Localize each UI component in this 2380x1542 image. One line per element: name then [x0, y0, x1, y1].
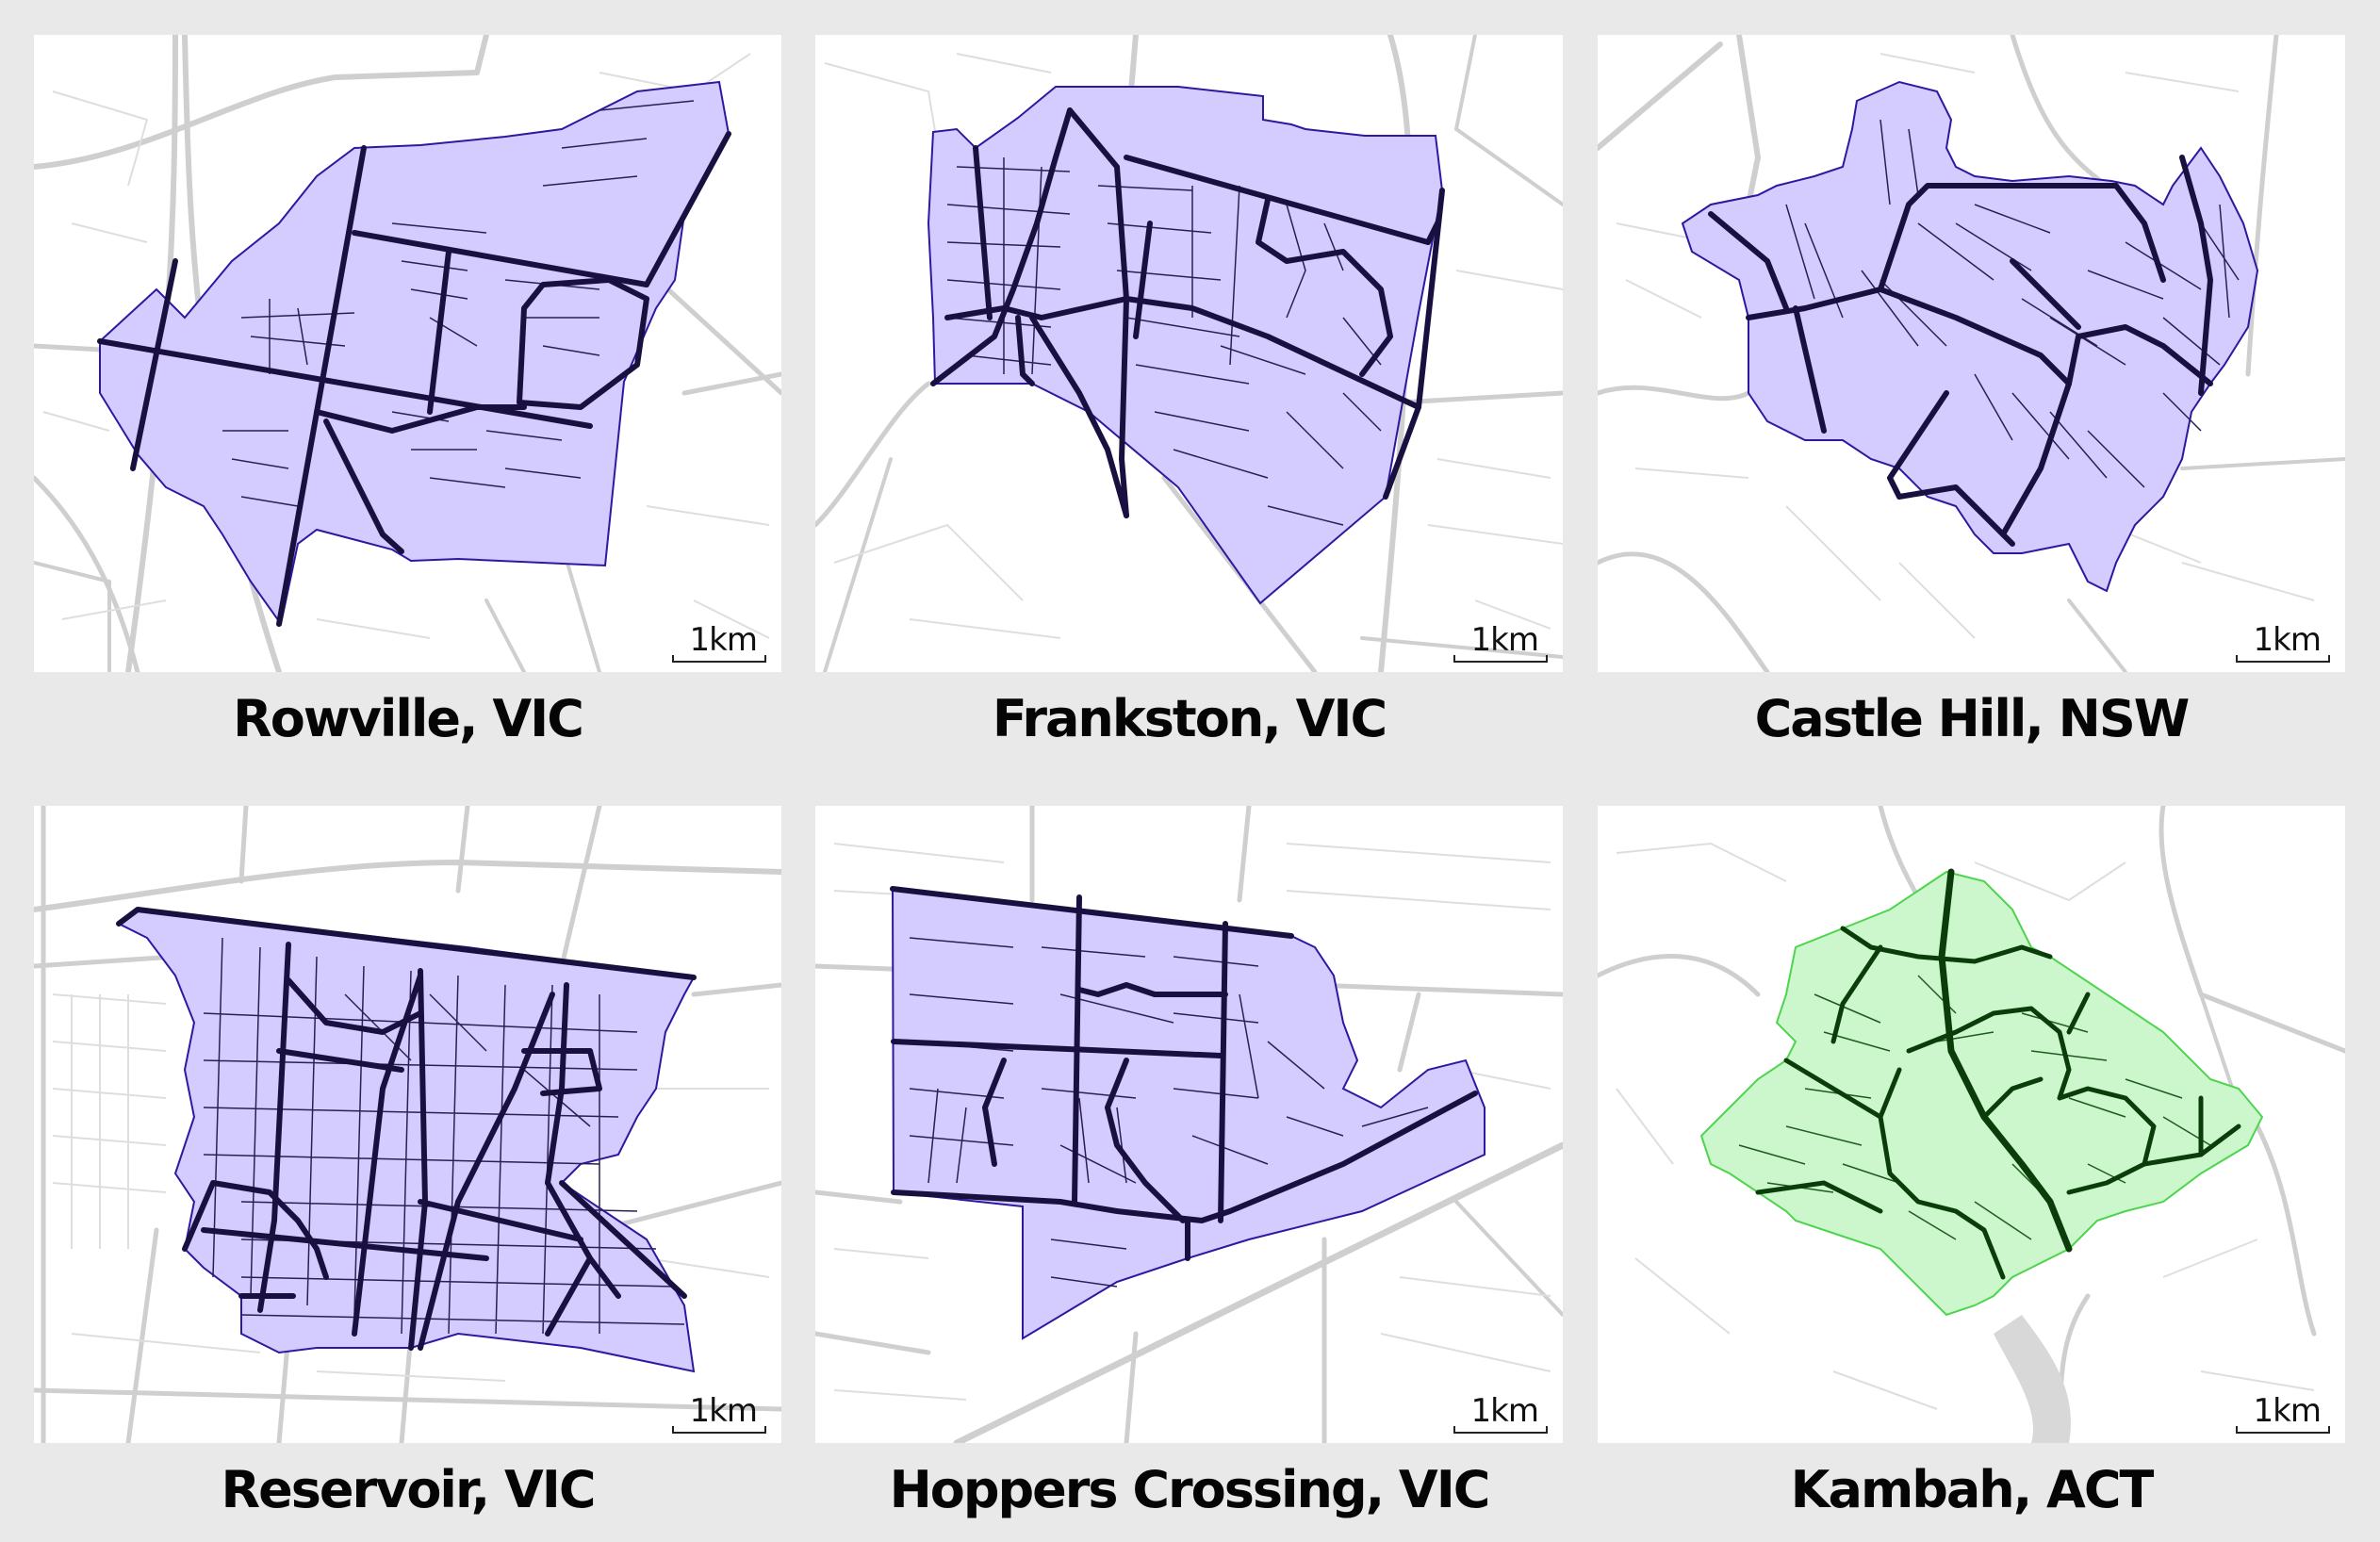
rowville-main-roads	[97, 131, 731, 627]
background-roads	[1598, 35, 2345, 672]
scale-bar: 1km	[672, 623, 766, 663]
kambah-boundary	[1699, 870, 2264, 1317]
scale-label: 1km	[2253, 621, 2322, 659]
map-panel-frankston: 1km	[815, 35, 1563, 672]
kambah-secondary-roads	[1755, 926, 2241, 1280]
scale-label: 1km	[689, 1392, 758, 1430]
map-caption: Hoppers Crossing, VIC	[889, 1460, 1491, 1519]
map-caption: Castle Hill, NSW	[1754, 689, 2191, 748]
scale-bar-line	[2236, 655, 2330, 663]
hoppers-crossing-main-roads	[890, 886, 1478, 1261]
scale-label: 1km	[2253, 1392, 2322, 1430]
scale-bar-line	[2236, 1426, 2330, 1434]
hoppers-crossing-boundary	[891, 887, 1485, 1340]
scale-label: 1km	[1470, 621, 1539, 659]
scale-label: 1km	[1470, 1392, 1539, 1430]
scale-bar: 1km	[2236, 1394, 2330, 1434]
map-panel-kambah: 1km	[1598, 806, 2345, 1443]
reservoir-map	[34, 806, 781, 1443]
frankston-main-roads	[930, 107, 1445, 518]
map-panel-rowville: 1km	[34, 35, 781, 672]
scale-bar-line	[1453, 1426, 1548, 1434]
frankston-map	[815, 35, 1563, 672]
scale-bar: 1km	[2236, 623, 2330, 663]
frankston-minor-roads	[946, 157, 1382, 526]
castle-hill-map	[1598, 35, 2345, 672]
map-caption: Rowville, VIC	[233, 689, 584, 748]
scale-label: 1km	[689, 621, 758, 659]
hoppers-crossing-map	[815, 806, 1563, 1443]
scale-bar: 1km	[672, 1394, 766, 1434]
scale-bar-line	[672, 655, 766, 663]
castle-hill-boundary	[1681, 80, 2259, 593]
map-caption: Reservoir, VIC	[221, 1460, 597, 1519]
map-caption: Kambah, ACT	[1790, 1460, 2155, 1519]
castle-hill-minor-roads	[1785, 119, 2240, 488]
rowville-minor-roads	[222, 100, 695, 507]
castle-hill-main-roads	[1708, 155, 2213, 547]
map-panel-castle-hill: 1km	[1598, 35, 2345, 672]
map-panel-hoppers-crossing: 1km	[815, 806, 1563, 1443]
map-panel-reservoir: 1km	[34, 806, 781, 1443]
kambah-map	[1598, 806, 2345, 1443]
frankston-boundary	[927, 86, 1444, 605]
scale-bar: 1km	[1453, 623, 1548, 663]
reservoir-main-roads	[116, 907, 697, 1351]
rowville-map	[34, 35, 781, 672]
scale-bar-line	[1453, 655, 1548, 663]
rowville-boundary	[99, 80, 730, 627]
scale-bar-line	[672, 1426, 766, 1434]
scale-bar: 1km	[1453, 1394, 1548, 1434]
map-caption: Frankston, VIC	[992, 689, 1387, 748]
background-roads	[34, 806, 781, 1443]
